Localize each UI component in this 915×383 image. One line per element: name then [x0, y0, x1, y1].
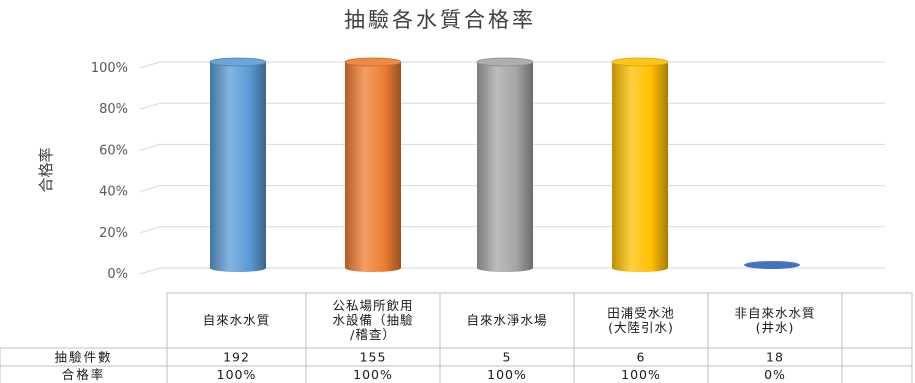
- y-tick-label: 60%: [99, 143, 128, 158]
- table-cell: 100%: [621, 367, 661, 382]
- table-cell: 100%: [487, 367, 527, 382]
- gridline: [139, 226, 161, 234]
- category-label: (大陸引水): [608, 320, 674, 335]
- y-tick-label: 40%: [99, 185, 128, 200]
- y-tick-label: 0%: [107, 267, 128, 282]
- category-label: /稽查）: [350, 327, 396, 342]
- table-cell: 0%: [764, 367, 786, 382]
- table-cell: 155: [360, 350, 387, 365]
- gridline: [139, 102, 161, 110]
- category-label: 公私場所飲用: [332, 298, 413, 313]
- category-label: 自來水水質: [203, 313, 271, 328]
- category-label: 水設備（抽驗: [332, 313, 413, 328]
- bar: [611, 57, 669, 272]
- chart-title: 抽驗各水質合格率: [344, 8, 536, 32]
- bar: [209, 57, 267, 272]
- y-axis-label: 合格率: [37, 147, 55, 192]
- bar: [476, 57, 534, 272]
- table-cell: 5: [503, 350, 512, 365]
- gridline: [139, 185, 161, 193]
- gridline: [139, 61, 161, 69]
- bar: [744, 261, 800, 269]
- category-label: 田浦受水池: [607, 305, 675, 320]
- table-cell: 18: [766, 350, 784, 365]
- table-cell: 100%: [353, 367, 393, 382]
- bars: [209, 57, 800, 272]
- table-cell: 192: [223, 350, 250, 365]
- y-tick-label: 20%: [99, 226, 128, 241]
- gridline: [139, 143, 161, 151]
- y-tick-label: 80%: [99, 102, 128, 117]
- category-label: (井水): [756, 320, 795, 335]
- category-label: 自來水淨水場: [466, 313, 547, 328]
- table-row-header: 抽驗件數: [54, 350, 112, 365]
- y-axis-ticks: 0% 20% 40% 60% 80% 100%: [91, 61, 128, 282]
- gridline: [139, 267, 161, 275]
- category-label: 非自來水水質: [734, 305, 815, 320]
- table-row-header: 合格率: [62, 367, 106, 382]
- y-tick-label: 100%: [91, 61, 128, 76]
- table-cell: 100%: [217, 367, 257, 382]
- bar: [344, 57, 402, 272]
- table-cell: 6: [637, 350, 646, 365]
